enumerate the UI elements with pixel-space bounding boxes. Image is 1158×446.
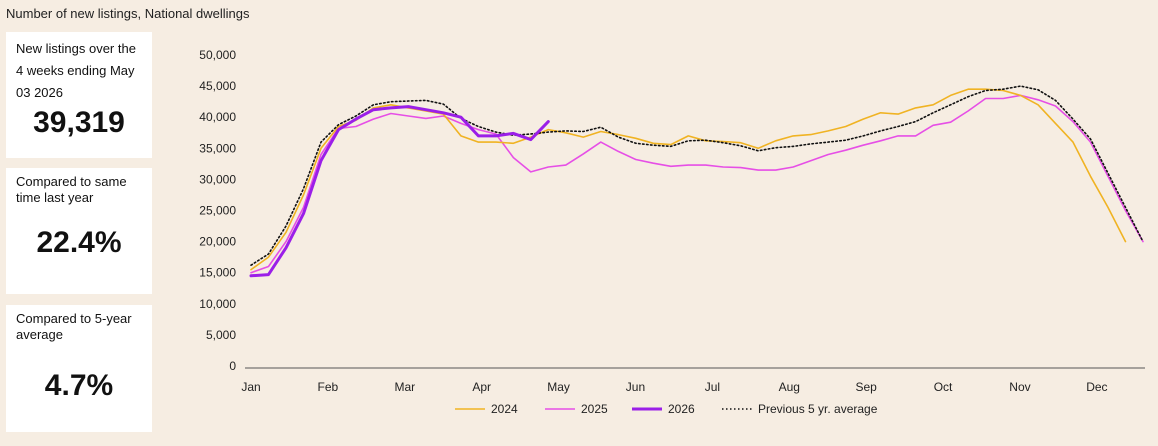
x-tick-label: Nov	[1009, 380, 1030, 394]
legend-label-s2025: 2025	[581, 402, 608, 416]
x-tick-label: Apr	[472, 380, 491, 394]
x-tick-label: Dec	[1086, 380, 1107, 394]
last-year-value: 22.4%	[36, 226, 122, 259]
y-tick-label: 45,000	[199, 79, 236, 93]
y-tick-label: 5,000	[206, 328, 236, 342]
legend: 2024 2025 2026 Previous 5 yr. average	[455, 402, 878, 416]
series-line-avg	[250, 85, 1144, 266]
x-axis: Jan Feb Mar Apr May Jun Jul Aug Sep Oct Nov Dec	[241, 380, 1107, 394]
five-year-label: Compared to 5-year average	[16, 311, 132, 342]
x-tick-label: Aug	[779, 380, 800, 394]
new-listings-card: New listings over the 4 weeks ending May…	[6, 32, 152, 158]
five-year-card: Compared to 5-year average 4.7%	[6, 305, 152, 432]
new-listings-label: New listings over the 4 weeks ending May…	[16, 41, 136, 100]
y-tick-label: 25,000	[199, 204, 236, 218]
series-line-s2024	[250, 88, 1127, 271]
x-tick-label: Jan	[241, 380, 260, 394]
y-tick-label: 0	[229, 359, 236, 373]
new-listings-value: 39,319	[33, 106, 125, 139]
five-year-value: 4.7%	[44, 369, 114, 402]
series-line-s2025	[250, 94, 1144, 274]
legend-label-avg: Previous 5 yr. average	[758, 402, 878, 416]
y-tick-label: 20,000	[199, 235, 236, 249]
x-tick-label: Jun	[626, 380, 645, 394]
x-tick-label: Jul	[705, 380, 720, 394]
last-year-card: Compared to same time last year 22.4%	[6, 168, 152, 294]
x-tick-label: Sep	[855, 380, 877, 394]
x-tick-label: Mar	[394, 380, 415, 394]
series-line-s2026	[249, 105, 550, 278]
y-axis: 0 5,000 10,000 15,000 20,000 25,000 30,000 35,0…	[199, 48, 236, 373]
last-year-label: Compared to same time last year	[16, 174, 127, 205]
y-tick-label: 50,000	[199, 48, 236, 62]
legend-label-s2024: 2024	[491, 402, 518, 416]
legend-label-s2026: 2026	[668, 402, 695, 416]
x-tick-label: May	[547, 380, 570, 394]
x-tick-label: Feb	[318, 380, 339, 394]
x-tick-label: Oct	[934, 380, 953, 394]
y-tick-label: 35,000	[199, 141, 236, 155]
y-tick-label: 15,000	[199, 266, 236, 280]
y-tick-label: 10,000	[199, 297, 236, 311]
y-tick-label: 30,000	[199, 172, 236, 186]
page-title: Number of new listings, National dwellin…	[6, 6, 250, 21]
y-tick-label: 40,000	[199, 110, 236, 124]
series-layer	[249, 85, 1144, 278]
